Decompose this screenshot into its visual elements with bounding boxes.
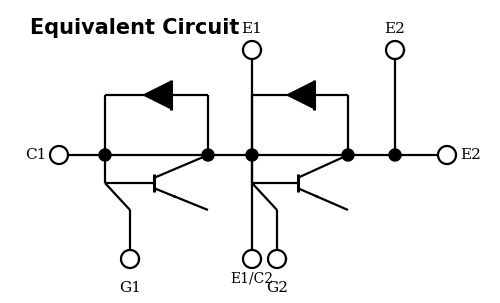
- Polygon shape: [144, 82, 171, 108]
- Text: G2: G2: [266, 281, 288, 295]
- Text: E2: E2: [384, 22, 406, 36]
- Text: G1: G1: [119, 281, 141, 295]
- Text: E2: E2: [460, 148, 481, 162]
- Polygon shape: [246, 149, 258, 161]
- Polygon shape: [287, 82, 314, 108]
- Polygon shape: [389, 149, 401, 161]
- Polygon shape: [342, 149, 354, 161]
- Text: E1/C2: E1/C2: [230, 272, 274, 286]
- Text: E1: E1: [242, 22, 262, 36]
- Polygon shape: [174, 195, 176, 197]
- Polygon shape: [202, 149, 214, 161]
- Text: C1: C1: [24, 148, 46, 162]
- Polygon shape: [99, 149, 111, 161]
- Text: Equivalent Circuit: Equivalent Circuit: [30, 18, 240, 38]
- Polygon shape: [316, 195, 318, 197]
